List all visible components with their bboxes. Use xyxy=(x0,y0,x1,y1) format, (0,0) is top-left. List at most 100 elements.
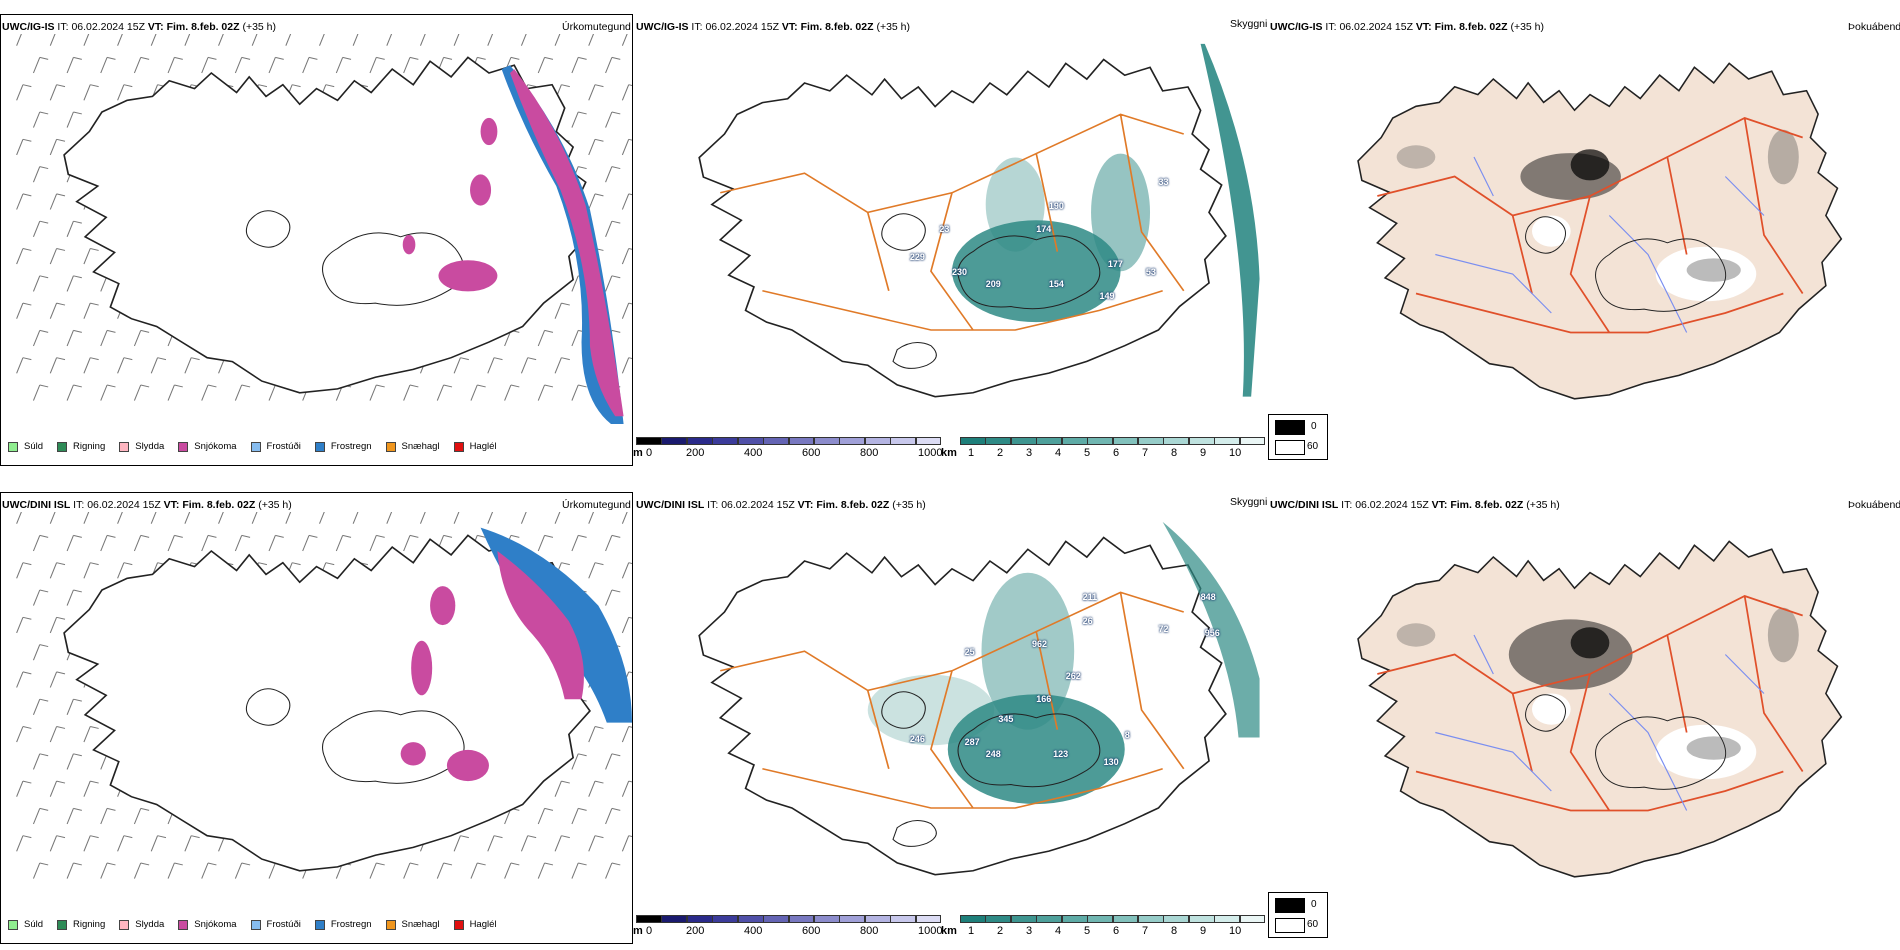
visibility-tick-label: 10 xyxy=(1229,447,1242,459)
legend-swatch xyxy=(385,441,396,452)
cloudbase-value-label: 287 xyxy=(964,737,980,748)
panel-title: UWC/DINI ISL IT: 06.02.2024 15Z VT: Fim.… xyxy=(2,499,292,511)
visibility-colorbar-segment xyxy=(960,915,986,923)
visibility-colorbar: km 1 2 3 4 5 6 7 8 9 10 xyxy=(941,915,1266,939)
legend-swatch xyxy=(314,919,325,930)
cloudbase-colorbar-segment xyxy=(712,915,739,923)
cloudbase-value-label: 130 xyxy=(1103,757,1119,768)
visibility-title: Skyggni xyxy=(1230,496,1268,508)
cloudbase-value-label: 8 xyxy=(1124,729,1130,740)
cloudbase-value-label: 248 xyxy=(985,749,1001,760)
visibility-colorbar-segment xyxy=(1239,915,1266,923)
visibility-tick-label: 1 xyxy=(968,925,975,937)
cloudbase-value-label: 149 xyxy=(1099,290,1115,301)
cloudbase-colorbar-segment xyxy=(763,915,789,923)
cloudbase-unit: m xyxy=(633,447,643,459)
visibility-colorbar-segment xyxy=(1036,915,1063,923)
cloudbase-value-label: 33 xyxy=(1158,177,1169,188)
precip-panel-frame xyxy=(0,492,633,944)
cloudbase-value-label: 962 xyxy=(1032,639,1048,650)
visibility-tick-label: 10 xyxy=(1229,925,1242,937)
visibility-map-area: 211 26 962 262 166 345 287 248 123 130 246 848 956 72… xyxy=(636,514,1268,906)
forecast-row-dini: UWC/DINI ISL IT: 06.02.2024 15Z VT: Fim.… xyxy=(0,478,1900,950)
cloudbase-colorbar-segment xyxy=(636,437,662,445)
legend-swatch xyxy=(8,919,18,930)
visibility-colorbar-segment xyxy=(1239,437,1266,445)
precip-map xyxy=(16,512,632,879)
visibility-tick-label: 9 xyxy=(1200,925,1207,937)
visibility-title: Skyggni xyxy=(1230,18,1268,30)
legend-swatch xyxy=(119,441,130,452)
cloudbase-colorbar-segment xyxy=(661,437,688,445)
panel-title: UWC/IG-IS IT: 06.02.2024 15Z VT: Fim. 8.… xyxy=(636,21,911,33)
legend-swatch xyxy=(8,441,18,452)
fog-legend: 0 60 xyxy=(1268,414,1328,460)
fog-legend-swatch xyxy=(1275,420,1305,435)
visibility-colorbar-segment xyxy=(1112,915,1139,923)
cloudbase-colorbar-segment xyxy=(788,437,815,445)
visibility-colorbar-segment xyxy=(1163,915,1190,923)
visibility-tick-label: 1 xyxy=(968,447,975,459)
cloudbase-value-label: 211 xyxy=(1082,592,1098,603)
panel-title: UWC/IG-IS IT: 06.02.2024 15Z VT: Fim. 8.… xyxy=(1270,21,1545,33)
cloudbase-value-label: 26 xyxy=(1082,615,1093,626)
precip-legend-item: Slydda xyxy=(119,919,164,930)
visibility-tick-label: 2 xyxy=(997,447,1004,459)
cloudbase-colorbar-segment xyxy=(788,915,815,923)
cloudbase-value-label: 154 xyxy=(1048,279,1064,290)
cloudbase-value-label: 23 xyxy=(939,224,950,235)
visibility-tick-label: 3 xyxy=(1026,447,1033,459)
cloudbase-value-label: 123 xyxy=(1053,749,1069,760)
cloudbase-tick-label: 400 xyxy=(744,925,763,937)
fog-map-area xyxy=(1300,518,1880,908)
cloudbase-colorbar-segment xyxy=(915,437,942,445)
precip-legend-item: Súld xyxy=(8,441,43,452)
precip-legend: Súld Rigning Slydda Snjókoma Frostúði Frostre… xyxy=(8,919,511,930)
cloudbase-value-label: 53 xyxy=(1145,267,1156,278)
visibility-tick-label: 5 xyxy=(1084,925,1091,937)
cloudbase-tick-label: 400 xyxy=(744,447,763,459)
fog-legend-swatch xyxy=(1275,918,1305,933)
legend-swatch xyxy=(178,919,189,930)
cloudbase-colorbar-segment xyxy=(813,915,840,923)
visibility-colorbar-segment xyxy=(1163,437,1190,445)
panel-title: UWC/DINI ISL IT: 06.02.2024 15Z VT: Fim.… xyxy=(636,499,926,511)
precip-legend-item: Snæhagl xyxy=(385,441,440,452)
precip-type-title: Úrkomutegund xyxy=(562,499,631,511)
visibility-colorbar-segment xyxy=(1061,437,1088,445)
visibility-tick-label: 8 xyxy=(1171,447,1178,459)
visibility-colorbar-segment xyxy=(1137,915,1164,923)
visibility-colorbar-segment xyxy=(1112,437,1139,445)
cloudbase-tick-label: 0 xyxy=(646,447,653,459)
visibility-tick-label: 5 xyxy=(1084,447,1091,459)
cloudbase-colorbar-segment xyxy=(737,437,764,445)
visibility-colorbar-segment xyxy=(1061,915,1088,923)
legend-swatch xyxy=(57,919,68,930)
visibility-tick-label: 7 xyxy=(1142,447,1149,459)
precip-legend-item: Snæhagl xyxy=(385,919,440,930)
cloudbase-tick-label: 1000 xyxy=(918,447,943,459)
forecast-row-igis: UWC/IG-IS IT: 06.02.2024 15Z VT: Fim. 8.… xyxy=(0,14,1900,466)
cloudbase-colorbar-segment xyxy=(636,915,662,923)
visibility-colorbar-segment xyxy=(1036,437,1063,445)
legend-swatch xyxy=(119,919,130,930)
cloudbase-tick-label: 0 xyxy=(646,925,653,937)
cloudbase-colorbar-segment xyxy=(839,437,866,445)
visibility-tick-label: 6 xyxy=(1113,447,1120,459)
cloudbase-colorbar-segment xyxy=(890,915,917,923)
legend-swatch xyxy=(385,919,396,930)
cloudbase-tick-label: 200 xyxy=(686,447,705,459)
precip-legend-item: Haglél xyxy=(453,919,497,930)
visibility-colorbar-segment xyxy=(1087,437,1113,445)
cloudbase-value-label: 177 xyxy=(1107,259,1123,270)
visibility-unit: km xyxy=(941,447,957,459)
legend-swatch xyxy=(314,441,325,452)
visibility-map-area: 190 174 229 230 209 154 149 177 53 33 23 xyxy=(636,36,1268,428)
fog-map xyxy=(1357,62,1843,400)
cloudbase-colorbar: m 0 200 400 600 800 1000 xyxy=(633,915,942,939)
cloudbase-value-label: 72 xyxy=(1158,623,1169,634)
cloudbase-colorbar-segment xyxy=(915,915,942,923)
cloudbase-tick-label: 200 xyxy=(686,925,705,937)
visibility-colorbar-segment xyxy=(1010,437,1037,445)
legend-swatch xyxy=(178,441,189,452)
